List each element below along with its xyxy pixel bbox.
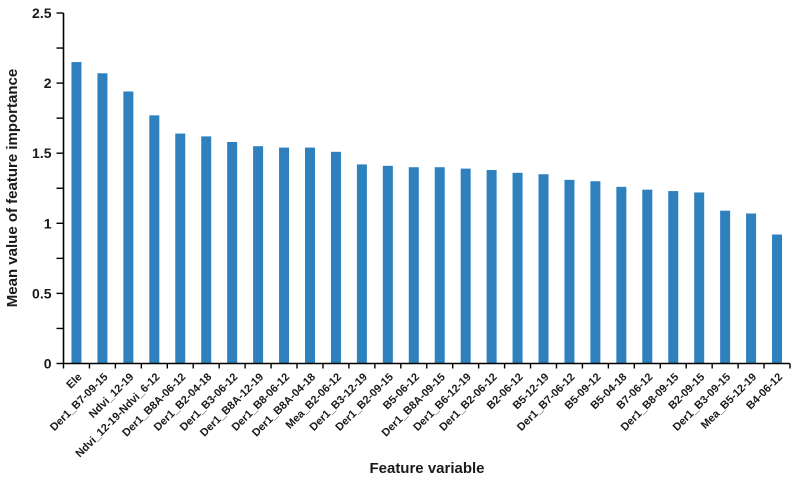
bars-layer <box>71 62 783 364</box>
y-axis-title: Mean value of feature importance <box>4 69 21 307</box>
bar-Ndvi_12-19-Ndvi_6-12 <box>149 115 160 364</box>
bar-Der1_B2-09-15 <box>382 165 393 364</box>
bar-B2-06-12 <box>512 172 523 364</box>
bar-Der1_B8-09-15 <box>668 191 679 364</box>
bar-B2-09-15 <box>694 192 705 364</box>
bar-B5-04-18 <box>616 186 627 364</box>
bar-B5-12-19 <box>538 174 549 364</box>
bar-Der1_B7-06-12 <box>564 179 575 364</box>
bar-Der1_B3-06-12 <box>227 141 238 364</box>
bar-Der1_B2-06-12 <box>486 170 497 364</box>
bar-Mea_B2-06-12 <box>330 151 341 364</box>
bar-Der1_B2-04-18 <box>201 136 212 364</box>
bar-Der1_B7-09-15 <box>97 73 108 364</box>
bar-Mea_B5-12-19 <box>746 213 757 364</box>
y-tick-label: 1 <box>44 215 52 231</box>
bar-Ndvi_12-19 <box>123 91 134 364</box>
bar-Der1_B8A-12-19 <box>253 146 264 364</box>
y-tick-label: 0.5 <box>32 285 52 301</box>
bar-Der1_B3-12-19 <box>356 164 367 364</box>
bar-B7-06-12 <box>642 189 653 364</box>
bar-B5-06-12 <box>408 167 419 364</box>
bar-Der1_B3-09-15 <box>720 210 731 364</box>
y-tick-label: 2.5 <box>32 5 52 21</box>
ticks-layer <box>56 12 791 369</box>
bar-Ele <box>71 62 82 364</box>
y-tick-label: 0 <box>44 356 52 372</box>
bar-B4-06-12 <box>772 234 783 364</box>
bar-B5-09-12 <box>590 181 601 364</box>
bar-Der1_B6-12-19 <box>460 168 471 364</box>
bar-Der1_B8-06-12 <box>279 147 290 364</box>
bar-Der1_B8A-06-12 <box>175 133 186 364</box>
bar-Der1_B8A-04-18 <box>304 147 315 364</box>
axes-layer <box>62 13 790 365</box>
x-axis-title: Feature variable <box>369 460 484 477</box>
y-tick-label: 1.5 <box>32 145 52 161</box>
y-tick-label: 2 <box>44 75 52 91</box>
bar-Der1_B8A-09-15 <box>434 167 445 364</box>
x-tick-label-Ele: Ele <box>64 371 84 391</box>
